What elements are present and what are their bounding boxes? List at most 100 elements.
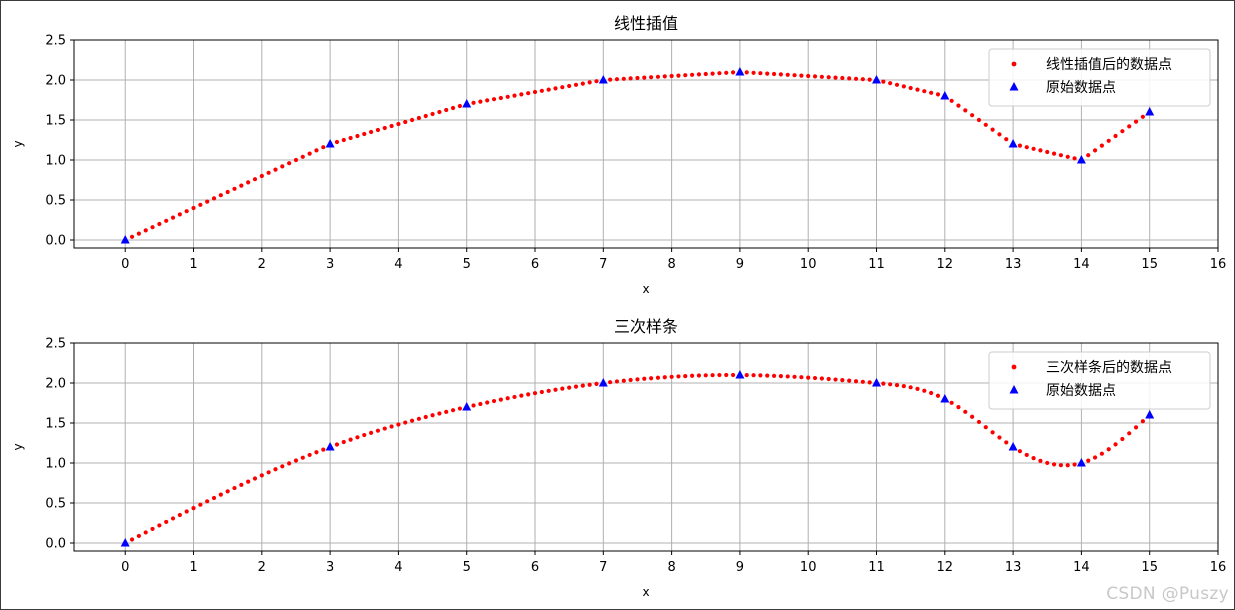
interpolated-point [1099, 451, 1104, 456]
interpolated-point [539, 389, 544, 395]
interpolated-point [963, 409, 968, 414]
interpolated-point [799, 73, 804, 78]
x-tick-label: 4 [394, 560, 402, 575]
interpolated-point [901, 384, 906, 389]
interpolated-point [621, 378, 626, 383]
interpolated-point [580, 81, 585, 86]
interpolated-point [1106, 447, 1111, 452]
original-point-marker [1008, 139, 1018, 148]
y-tick-label: 1.5 [45, 417, 66, 432]
interpolated-point [423, 113, 428, 119]
interpolated-point [409, 117, 415, 123]
original-point-marker [735, 370, 745, 379]
x-tick-label: 8 [667, 560, 675, 575]
legend-label: 原始数据点 [1046, 80, 1116, 96]
interpolated-point [177, 212, 182, 217]
interpolated-point [662, 375, 667, 380]
x-tick-label: 14 [1073, 257, 1090, 272]
interpolated-point [246, 180, 251, 185]
interpolated-point [252, 177, 258, 182]
interpolated-point [218, 193, 223, 198]
x-tick-label: 0 [121, 257, 129, 272]
interpolated-point [293, 157, 299, 163]
interpolated-point [826, 75, 831, 80]
interpolated-point [362, 432, 367, 438]
interpolated-point [935, 92, 941, 97]
interpolated-point [157, 523, 162, 528]
interpolated-point [710, 373, 715, 378]
interpolated-point [403, 420, 408, 425]
interpolated-point [546, 388, 551, 393]
interpolated-point [703, 373, 708, 378]
interpolated-point [587, 80, 592, 85]
interpolated-point [628, 377, 633, 383]
interpolated-point [669, 73, 674, 79]
interpolated-point [792, 374, 797, 379]
interpolated-point [1017, 143, 1023, 148]
interpolated-point [232, 186, 237, 191]
chart-title: 线性插值 [614, 14, 678, 33]
interpolated-point [389, 424, 394, 429]
interpolated-point [976, 419, 982, 425]
interpolated-point [232, 485, 237, 491]
interpolated-point [375, 428, 381, 433]
interpolated-point [205, 499, 210, 504]
interpolated-point [915, 87, 920, 92]
original-point-marker [1145, 107, 1155, 116]
x-tick-label: 4 [394, 257, 402, 272]
interpolated-point [1031, 146, 1036, 151]
x-tick-label: 8 [667, 257, 675, 272]
interpolated-point [389, 123, 394, 129]
interpolated-point [471, 100, 476, 105]
interpolated-point [649, 75, 654, 80]
interpolated-point [314, 450, 319, 455]
plot-area-frame [73, 39, 1219, 249]
interpolated-point [368, 430, 374, 435]
x-tick-label: 9 [736, 257, 744, 272]
interpolated-point [922, 388, 927, 393]
interpolated-point [833, 377, 838, 382]
interpolated-point [403, 119, 408, 125]
interpolated-point [239, 482, 244, 487]
original-point-marker [462, 402, 472, 411]
interpolated-point [1127, 124, 1132, 129]
interpolated-point [976, 117, 982, 123]
interpolated-point [614, 77, 620, 82]
x-tick-label: 14 [1073, 560, 1090, 575]
y-axis-label: y [11, 140, 25, 147]
interpolated-point [608, 77, 613, 82]
x-tick-label: 16 [1210, 560, 1227, 575]
interpolated-point [129, 537, 135, 542]
interpolated-point [539, 88, 544, 93]
interpolated-point [724, 70, 729, 75]
interpolated-point [628, 76, 633, 81]
interpolated-point [293, 458, 299, 463]
interpolated-point [1045, 149, 1050, 155]
x-tick-label: 2 [258, 560, 266, 575]
legend-triangle-marker [1009, 82, 1019, 91]
interpolated-point [997, 132, 1002, 137]
interpolated-point [1038, 148, 1043, 153]
interpolated-point [382, 426, 387, 431]
interpolated-point [908, 85, 913, 91]
x-tick-label: 16 [1210, 257, 1227, 272]
interpolated-point [1058, 463, 1064, 468]
interpolated-point [471, 403, 476, 408]
interpolated-point [170, 516, 176, 521]
interpolated-point [150, 225, 155, 230]
interpolated-point [478, 99, 483, 104]
interpolated-point [498, 95, 503, 101]
interpolated-point [198, 202, 203, 207]
interpolated-point [935, 393, 941, 398]
y-tick-label: 2.0 [45, 74, 66, 89]
interpolated-point [287, 161, 292, 166]
interpolated-point [136, 231, 141, 236]
interpolated-point [1106, 138, 1111, 143]
interpolated-point [949, 98, 954, 103]
interpolated-point [587, 382, 592, 387]
interpolated-point [314, 148, 319, 153]
interpolated-point [444, 107, 449, 113]
interpolated-point [560, 85, 565, 90]
interpolated-point [273, 467, 278, 472]
x-tick-label: 3 [326, 257, 334, 272]
